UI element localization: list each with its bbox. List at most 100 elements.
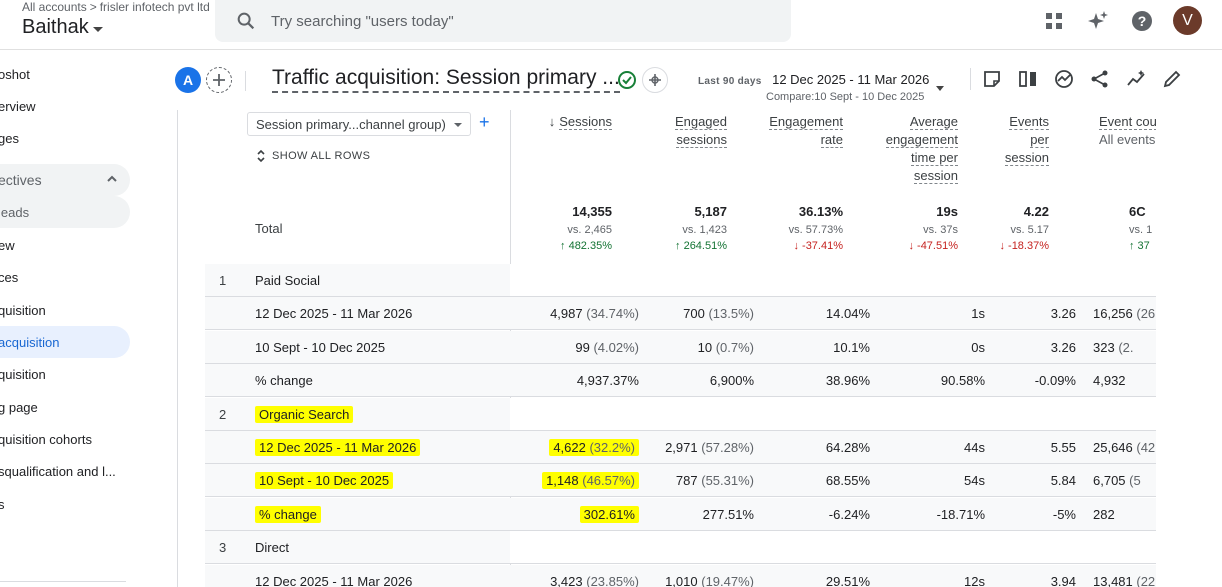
sidebar-item-overview-2[interactable]: ew (0, 229, 130, 261)
cell-value: 3,423 (550, 573, 583, 587)
date-range-picker[interactable]: Last 90 days 12 Dec 2025 - 11 Mar 2026 (698, 71, 929, 89)
table-row: 10 Sept - 10 Dec 2025 99 (4.02%) 10 (0.7%)… (205, 330, 1156, 364)
table-cell: 4,932 (1093, 373, 1126, 388)
highlight-mark: 302.61% (579, 505, 639, 523)
column-header-label: time per (911, 150, 958, 166)
note-icon[interactable] (981, 68, 1003, 90)
sidebar-item-overview[interactable]: erview (0, 90, 130, 122)
segment-badge[interactable]: A (175, 67, 201, 93)
cell-percent: (46.57%) (578, 473, 635, 489)
total-vs: vs. 57.73% (788, 224, 843, 236)
expand-icon (257, 149, 265, 163)
column-header-sessions[interactable]: ↓ Sessions (492, 113, 612, 131)
search-bar[interactable] (215, 0, 791, 42)
trend-icon[interactable] (1125, 68, 1147, 90)
group-row[interactable]: 2 Organic Search (205, 397, 1156, 431)
column-header-avg-engagement-time[interactable]: Average engagement time per session (848, 113, 958, 185)
help-icon[interactable]: ? (1129, 8, 1155, 34)
cell-percent: (26. (1136, 306, 1156, 322)
insights-icon[interactable] (1053, 68, 1075, 90)
total-change: ↑ 37 (1129, 240, 1150, 252)
column-header-label: per (1030, 132, 1049, 148)
sidebar-item-label: quisition cohorts (0, 431, 92, 447)
row-label: 12 Dec 2025 - 11 Mar 2026 (255, 306, 412, 321)
edit-pencil-icon[interactable] (1161, 68, 1183, 90)
page-title[interactable]: Traffic acquisition: Session primary ... (272, 66, 620, 93)
sidebar-item-leads[interactable]: leads (0, 196, 130, 228)
table-row: % change 302.61% 277.51% -6.24% -18.71% -5% 28… (205, 497, 1156, 531)
sidebar-item-user-acquisition[interactable]: quisition (0, 294, 130, 326)
column-header-events-per-session[interactable]: Events per session (959, 113, 1049, 167)
show-all-rows-button[interactable]: SHOW ALL ROWS (256, 149, 370, 163)
cell-value: 3.26 (1050, 306, 1076, 322)
add-comparison-button[interactable] (206, 67, 232, 93)
sidebar-item-acquisition[interactable]: quisition (0, 358, 130, 390)
check-circle-icon[interactable] (617, 70, 637, 95)
channel-name-text: Paid Social (255, 273, 321, 288)
avatar[interactable]: V (1173, 6, 1202, 35)
group-row[interactable]: 3 Direct (205, 531, 1156, 565)
sidebar-item-pages[interactable]: ges (0, 122, 130, 154)
breadcrumb[interactable]: All accounts > frisler infotech pvt ltd (22, 0, 210, 14)
apps-grid-icon[interactable] (1041, 8, 1067, 34)
breadcrumb-account[interactable]: frisler infotech pvt ltd (99, 0, 210, 14)
total-value: 6C (1129, 204, 1146, 219)
total-engaged-sessions: 5,187 vs. 1,423 ↑ 264.51% (675, 204, 727, 252)
sidebar-divider (0, 581, 126, 582)
table-cell: 44s (964, 440, 985, 455)
cell-value: 282 (1093, 506, 1115, 522)
dimension-selector[interactable]: Session primary...channel group) (247, 112, 471, 136)
table-row: 12 Dec 2025 - 11 Mar 2026 4,987 (34.74%) 7… (205, 297, 1156, 331)
sidebar-item-snapshot[interactable]: oshot (0, 58, 130, 90)
channel-name[interactable]: Paid Social (255, 273, 320, 288)
chevron-down-icon[interactable] (936, 86, 944, 91)
header-divider (245, 71, 246, 91)
sidebar-item-label: ges (0, 130, 19, 146)
cell-value: -0.09% (1034, 373, 1076, 389)
sidebar-item-traffic-acquisition[interactable]: acquisition (0, 326, 130, 358)
property-selector[interactable]: Baithak (22, 16, 103, 39)
table-cell: 68.55% (826, 473, 870, 488)
breadcrumb-root[interactable]: All accounts (22, 0, 87, 14)
cell-value: 787 (675, 473, 698, 489)
total-sessions: 14,355 vs. 2,465 ↑ 482.35% (560, 204, 612, 252)
sidebar-item-landing-page[interactable]: g page (0, 391, 130, 423)
group-row[interactable]: 1 Paid Social (205, 264, 1156, 297)
compare-icon[interactable] (1017, 68, 1039, 90)
table-cell: 282 (1093, 507, 1115, 522)
add-dimension-button[interactable]: + (479, 112, 490, 132)
customize-report-button[interactable] (642, 67, 668, 93)
total-event-count: 6C vs. 1 ↑ 37 (1129, 204, 1152, 252)
cell-value: 5.84 (1050, 473, 1076, 489)
sidebar-item-disqualification[interactable]: squalification and l... (0, 455, 130, 487)
row-label: 12 Dec 2025 - 11 Mar 2026 (255, 439, 421, 456)
table-cell: 2,971 (57.28%) (665, 440, 754, 455)
sidebar-item-label: squalification and l... (0, 463, 116, 479)
cell-value: 14.04% (825, 306, 870, 322)
customize-icon (649, 74, 661, 86)
row-label-text: 12 Dec 2025 - 11 Mar 2026 (255, 306, 413, 322)
sort-arrow-icon: ↓ (548, 114, 556, 129)
sidebar-item-acquisition-cohorts[interactable]: quisition cohorts (0, 423, 130, 455)
channel-name[interactable]: Direct (255, 540, 289, 555)
table-cell: 0s (971, 340, 985, 355)
sidebar-item-sources[interactable]: ces (0, 261, 130, 293)
column-header-engaged-sessions[interactable]: Engaged sessions (617, 113, 727, 149)
table-cell: 4,937.37% (577, 373, 639, 388)
sidebar-section-objectives[interactable]: ectives (0, 164, 130, 196)
column-header-engagement-rate[interactable]: Engagement rate (733, 113, 843, 149)
row-label-text: 12 Dec 2025 - 11 Mar 2026 (255, 573, 413, 587)
cell-percent: (2. (1114, 339, 1134, 355)
table-cell: -18.71% (937, 507, 985, 522)
table-cell: -0.09% (1035, 373, 1076, 388)
channel-name[interactable]: Organic Search (255, 405, 354, 423)
column-header-event-count[interactable]: Event cou All events (1099, 113, 1156, 149)
sparkle-icon[interactable] (1085, 8, 1111, 34)
cell-value: 302.61% (583, 506, 635, 522)
share-icon[interactable] (1089, 68, 1111, 90)
search-input[interactable] (271, 12, 751, 30)
sidebar-item-misc[interactable]: s (0, 488, 130, 520)
table-cell: 1,010 (19.47%) (665, 574, 754, 587)
table-cell: 4,987 (34.74%) (550, 306, 639, 321)
breadcrumb-separator: > (89, 0, 97, 14)
